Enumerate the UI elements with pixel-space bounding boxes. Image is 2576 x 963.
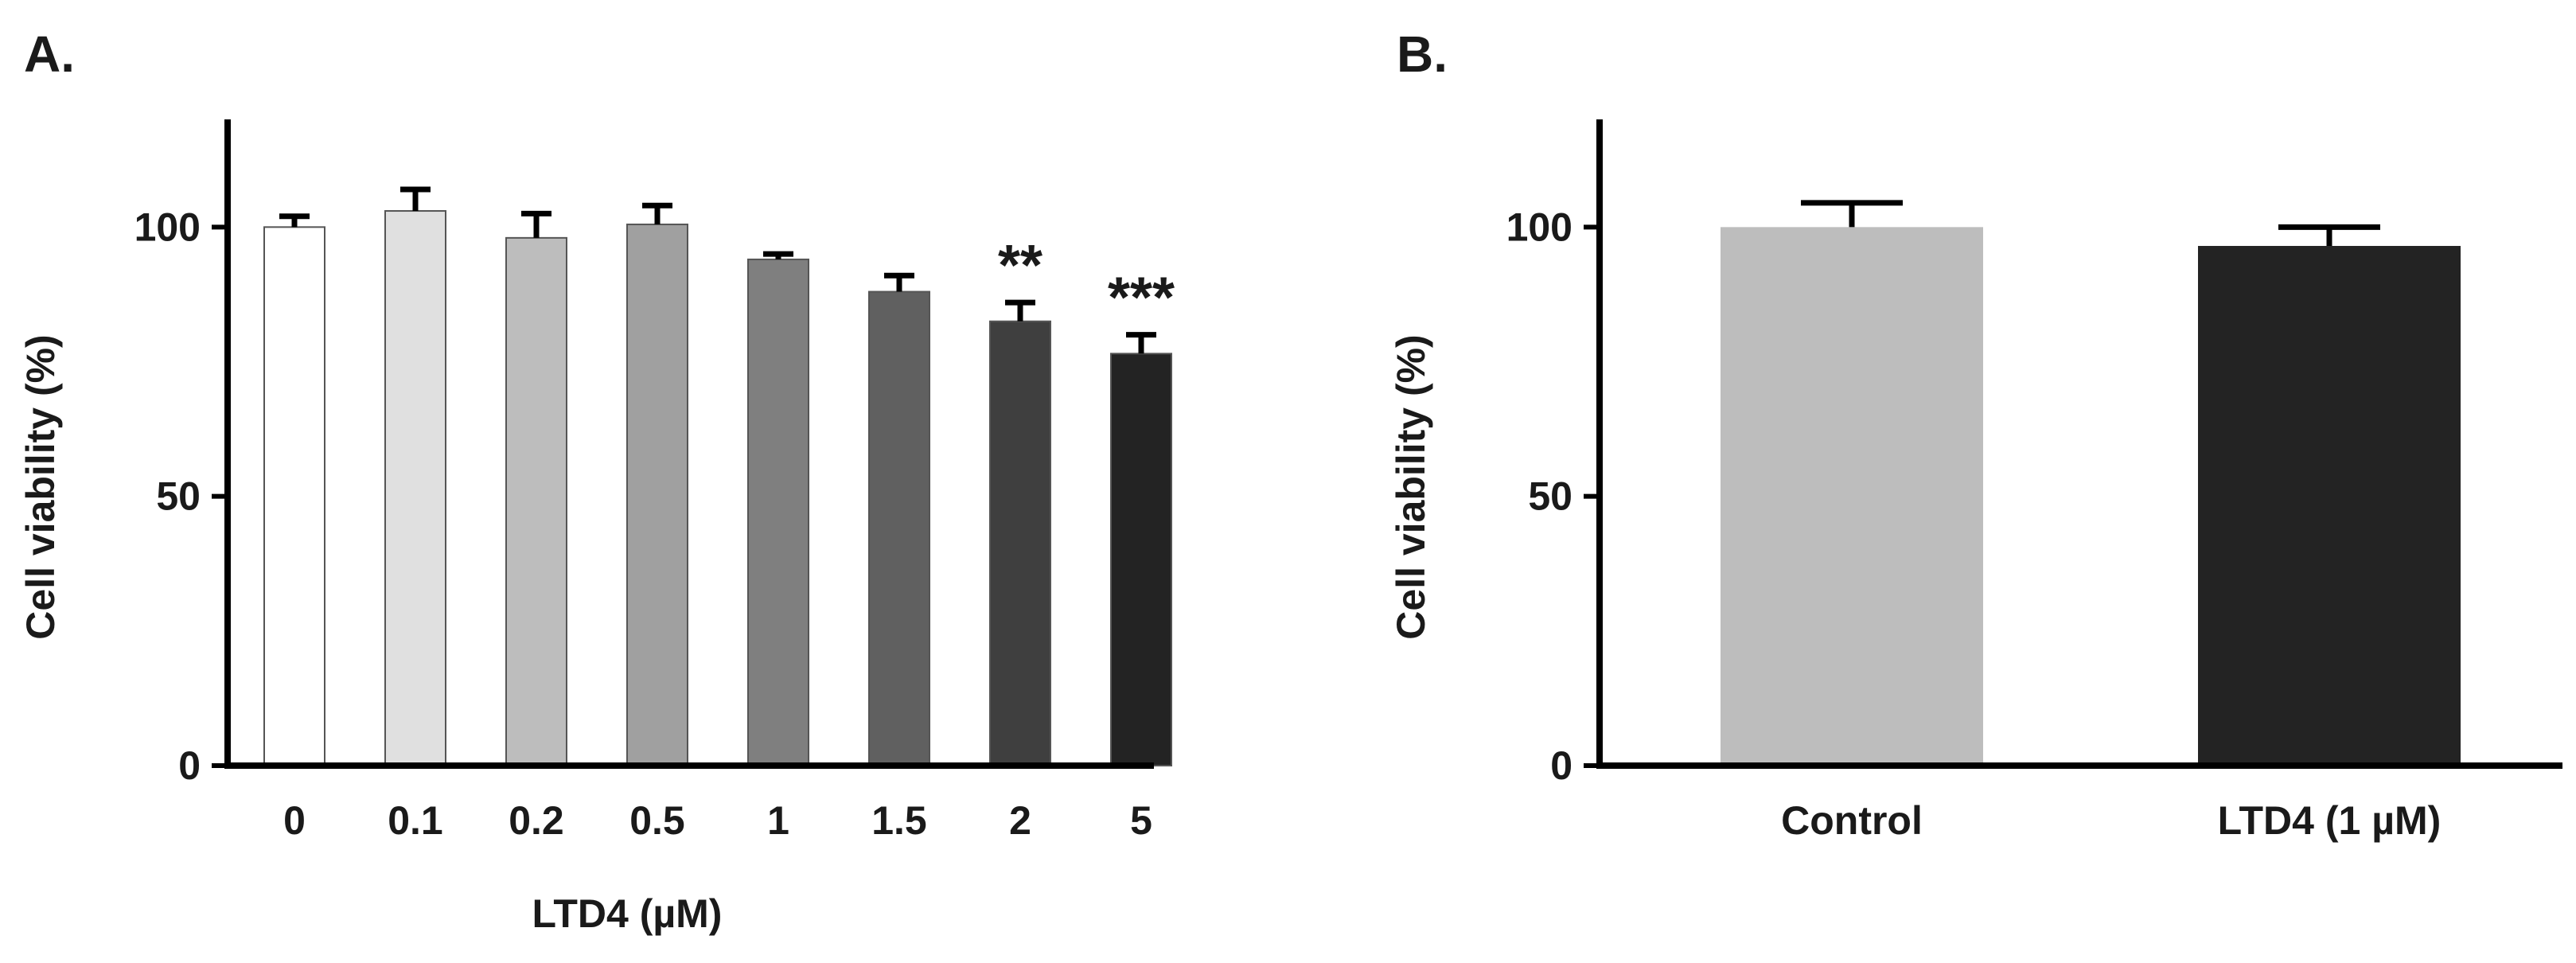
x-tick-label: 1.5 bbox=[871, 798, 927, 843]
bar-0-5 bbox=[626, 223, 688, 766]
panel-b-error-bars bbox=[1801, 200, 2380, 247]
panel-b-y-axis-label: Cell viability (%) bbox=[1389, 334, 1433, 639]
bar-0 bbox=[263, 226, 325, 767]
panel-b-x-ticks: Control LTD4 (1 µM) bbox=[1781, 798, 2441, 843]
y-tick-label: 50 bbox=[1528, 474, 1572, 519]
y-tick-label: 100 bbox=[1506, 205, 1572, 249]
significance-label: ** bbox=[998, 234, 1042, 298]
panel-b: B. 0 50 100 Control LTD4 (1 µM) Cell viabil… bbox=[1389, 25, 2562, 843]
panel-a-significance-labels: ***** bbox=[998, 234, 1175, 330]
y-tick-label: 0 bbox=[1550, 743, 1572, 788]
bar-0-1 bbox=[384, 210, 446, 766]
x-tick-label: 5 bbox=[1130, 798, 1152, 843]
panel-a-y-ticks: 0 50 100 bbox=[134, 205, 228, 788]
y-tick-label: 50 bbox=[156, 474, 201, 519]
x-tick-label: 0.5 bbox=[629, 798, 685, 843]
panel-a-x-axis-label: LTD4 (µM) bbox=[532, 891, 723, 936]
x-tick-label: 0.2 bbox=[509, 798, 564, 843]
x-tick-label: LTD4 (1 µM) bbox=[2218, 798, 2442, 843]
panel-a-y-axis-label: Cell viability (%) bbox=[18, 334, 63, 639]
x-tick-label: Control bbox=[1781, 798, 1923, 843]
panel-a-label: A. bbox=[24, 25, 75, 83]
panel-a-bars bbox=[263, 210, 1172, 767]
x-tick-label: 1 bbox=[767, 798, 789, 843]
x-tick-label: 2 bbox=[1009, 798, 1031, 843]
panel-a-x-ticks: 0 0.1 0.2 0.5 1 1.5 2 5 bbox=[283, 798, 1152, 843]
bar-5 bbox=[1110, 353, 1172, 767]
bar-control bbox=[1721, 227, 1983, 766]
y-tick-label: 0 bbox=[178, 743, 201, 788]
bar-2 bbox=[989, 320, 1051, 766]
x-tick-label: 0 bbox=[283, 798, 306, 843]
significance-label: *** bbox=[1108, 267, 1175, 330]
panel-a-error-bars bbox=[279, 186, 1156, 354]
panel-b-label: B. bbox=[1397, 25, 1448, 83]
x-tick-label: 0.1 bbox=[388, 798, 443, 843]
bar-0-2 bbox=[505, 236, 567, 767]
bar-1-5 bbox=[868, 290, 930, 766]
panel-b-bars bbox=[1721, 227, 2461, 766]
bar-1 bbox=[747, 258, 809, 766]
bar-ltd4-1-m- bbox=[2198, 246, 2461, 766]
panel-b-y-ticks: 0 50 100 bbox=[1506, 205, 1600, 788]
y-tick-label: 100 bbox=[134, 205, 201, 249]
